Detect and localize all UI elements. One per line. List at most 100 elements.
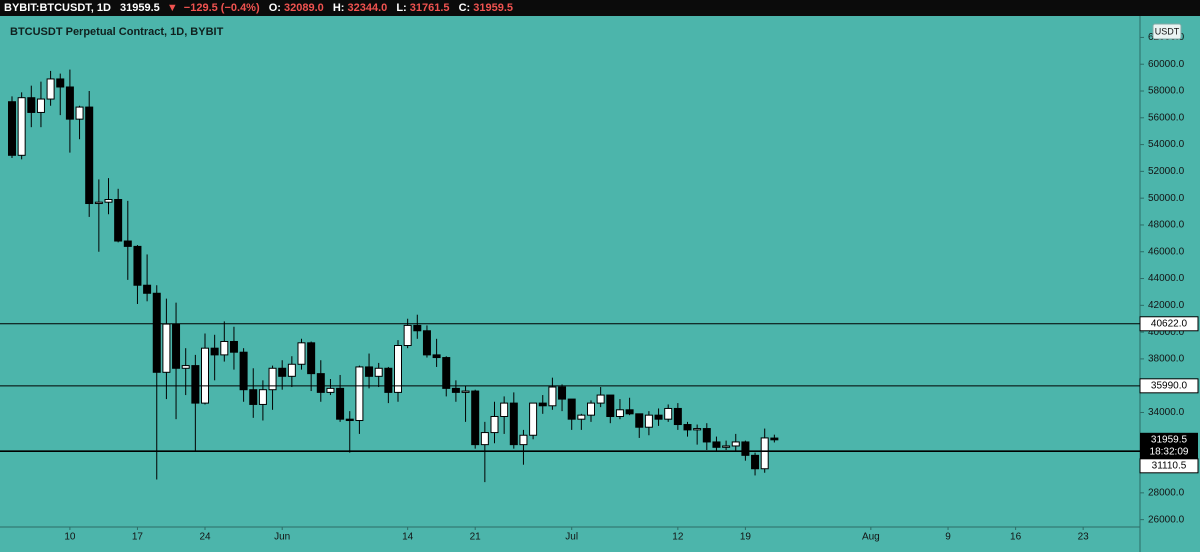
candle-body [181,365,190,369]
candle-body [249,389,258,405]
high-value: 32344.0 [348,2,388,14]
low-value: 31761.5 [410,2,450,14]
x-tick-label: 23 [1078,532,1090,543]
candle-body [94,201,103,205]
candle-body [152,292,161,373]
change: −129.5 (−0.4%) [184,2,260,14]
candle-body [345,418,354,422]
candle-body [644,414,653,428]
candle-body [46,78,55,100]
price-line-label: 31110.5 [1152,460,1187,471]
x-tick-label: Jul [565,532,578,543]
y-tick-label: 58000.0 [1148,86,1185,97]
y-tick-label: 42000.0 [1148,300,1185,311]
candle-body [374,367,383,377]
candle-body [558,386,567,400]
candle-body [316,373,325,393]
candle-body [432,354,441,359]
price-line-label: 35990.0 [1151,380,1188,391]
change-arrow: ▼ [167,2,178,14]
y-tick-label: 40000.0 [1148,327,1185,338]
y-tick-label: 52000.0 [1148,166,1185,177]
candle-body [529,402,538,436]
y-tick-label: 60000.0 [1148,59,1185,70]
candle-body [587,402,595,416]
currency-label[interactable]: USDT [1155,26,1180,36]
candle-body [172,323,181,369]
candle-body [133,245,142,286]
candle-body [239,351,248,391]
last-price-box [1140,432,1198,459]
candle-body [85,106,94,205]
high-label: H: [333,2,345,14]
candle-body [162,323,171,373]
candle-body [104,199,113,203]
candle-body [297,342,306,365]
candle-body [287,363,296,377]
candle-body [326,387,335,393]
candle-body [201,347,209,404]
candle-body [422,330,431,356]
candle-body [191,365,200,404]
x-tick-label: 14 [402,532,414,543]
candle-body [336,387,345,420]
candle-body [625,409,634,415]
countdown-label: 18:32:09 [1150,446,1189,457]
x-tick-label: 9 [945,532,951,543]
candle-body [490,415,499,434]
price-line-box [1139,316,1199,332]
candle-body [114,199,123,242]
candle-body [702,428,711,443]
y-tick-label: 50000.0 [1148,193,1185,204]
candle-body [143,284,152,294]
candle-body [606,394,615,417]
candle-body [538,402,547,407]
price-line-box [1139,458,1199,474]
candle-body [664,407,673,420]
candle-body [712,441,721,448]
x-tick-label: 17 [132,532,144,543]
candle-body [65,86,74,120]
open-label: O: [269,2,281,14]
candle-body [480,432,489,446]
y-tick-label: 44000.0 [1148,273,1185,284]
candle-body [413,324,422,332]
x-tick-label: Aug [862,532,880,543]
candle-body [220,340,229,356]
x-tick-label: Jun [274,532,290,543]
price-lines: 31959.518:32:09 40622.0 35990.0 31110.5 [0,316,1199,474]
candle-body [500,402,509,417]
candle-body [307,342,316,375]
candle-body [741,441,750,456]
candle-body [615,409,624,417]
candle-body [548,386,557,407]
candle-body [635,413,644,428]
candle-body [56,78,65,88]
candle-body [673,407,682,426]
candle-body [577,414,586,420]
candle-body [451,387,460,393]
x-tick-label: 10 [64,532,76,543]
candle-body [210,347,219,356]
candle-body [123,240,132,247]
open-value: 32089.0 [284,2,324,14]
x-tick-label: 12 [672,532,684,543]
x-tick-label: 21 [470,532,482,543]
currency-button[interactable] [1152,23,1182,40]
chart-title: BTCUSDT Perpetual Contract, 1D, BYBIT [10,26,224,38]
candle-body [365,366,374,377]
candle-body [394,345,402,393]
candle-body [278,367,287,377]
ohlc-header: BYBIT:BTCUSDT, 1D 31959.5 ▼ −129.5 (−0.4… [4,2,513,14]
x-tick-label: 19 [740,532,752,543]
candle-body [36,98,45,113]
candle-body [258,389,267,405]
candle-body [384,367,393,393]
header-bar [0,0,1200,16]
candle-body [355,366,364,422]
low-label: L: [396,2,406,14]
y-tick-label: 28000.0 [1148,487,1185,498]
candle-body [442,357,451,389]
close-label: C: [459,2,471,14]
